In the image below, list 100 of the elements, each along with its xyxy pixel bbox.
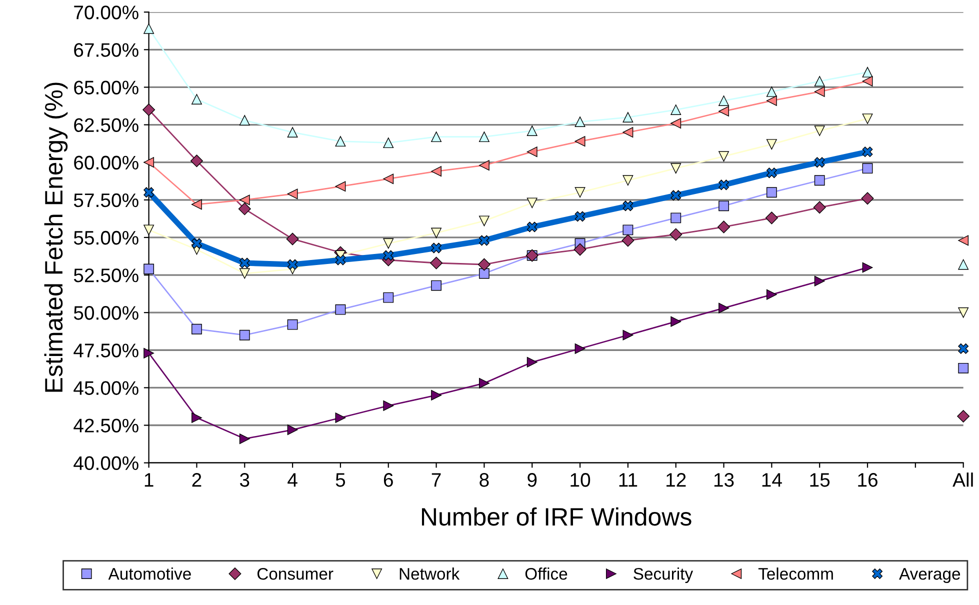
point bbox=[958, 259, 969, 270]
point bbox=[670, 118, 682, 128]
point bbox=[478, 216, 490, 226]
point bbox=[766, 168, 777, 178]
point bbox=[766, 139, 777, 150]
point bbox=[814, 126, 825, 136]
point bbox=[814, 157, 825, 168]
x-tick-label: 2 bbox=[192, 473, 202, 487]
point bbox=[814, 175, 825, 186]
x-tick-label: 15 bbox=[810, 473, 830, 487]
legend-label: Consumer bbox=[257, 568, 334, 580]
point bbox=[622, 234, 634, 247]
point bbox=[478, 132, 490, 142]
y-tick-label: 40.00% bbox=[74, 456, 138, 470]
point bbox=[526, 356, 538, 368]
point bbox=[478, 268, 490, 279]
point bbox=[192, 238, 202, 249]
point bbox=[670, 316, 682, 327]
x-tick-label: All bbox=[952, 472, 973, 487]
x-tick-label: 8 bbox=[480, 473, 489, 487]
point bbox=[766, 96, 777, 106]
x-tick-label: 6 bbox=[384, 473, 393, 487]
x-axis-title: Number of IRF Windows bbox=[422, 507, 692, 526]
point bbox=[574, 187, 586, 198]
point bbox=[526, 198, 538, 208]
point bbox=[862, 146, 873, 158]
legend-label: Security bbox=[634, 568, 694, 584]
point bbox=[478, 160, 490, 171]
point bbox=[239, 330, 250, 340]
point bbox=[814, 276, 825, 286]
point bbox=[958, 343, 969, 354]
point bbox=[431, 242, 442, 254]
y-tick-label: 62.50% bbox=[74, 118, 138, 132]
point bbox=[335, 181, 346, 192]
x-tick-label: 3 bbox=[240, 473, 250, 487]
point bbox=[622, 200, 634, 212]
y-tick-label: 47.50% bbox=[74, 344, 138, 358]
y-tick-label: 50.00% bbox=[74, 306, 138, 320]
point bbox=[430, 256, 443, 270]
point bbox=[335, 412, 346, 423]
point bbox=[383, 400, 394, 411]
y-tick-label: 42.50% bbox=[74, 418, 138, 432]
point bbox=[574, 136, 586, 147]
point bbox=[383, 138, 394, 148]
point bbox=[142, 104, 156, 116]
x-tick-label: 13 bbox=[714, 473, 734, 487]
point bbox=[574, 243, 586, 256]
point bbox=[670, 190, 682, 201]
point bbox=[957, 410, 970, 422]
point bbox=[144, 23, 154, 34]
point bbox=[287, 127, 298, 138]
point bbox=[861, 192, 874, 205]
point bbox=[718, 220, 730, 234]
point bbox=[670, 212, 682, 224]
point bbox=[287, 319, 298, 330]
point bbox=[622, 127, 634, 138]
point bbox=[144, 187, 154, 198]
x-tick-label: 14 bbox=[762, 473, 782, 487]
point bbox=[144, 348, 154, 358]
point bbox=[862, 66, 873, 78]
y-tick-label: 70.00% bbox=[74, 6, 138, 20]
y-axis-title: Estimated Fetch Energy (%) bbox=[44, 82, 68, 392]
point bbox=[574, 343, 586, 354]
point bbox=[192, 412, 202, 423]
x-tick-label: 10 bbox=[570, 473, 590, 487]
point bbox=[670, 104, 682, 115]
point bbox=[622, 175, 634, 186]
x-tick-label: 1 bbox=[144, 473, 154, 487]
point bbox=[813, 201, 826, 214]
point bbox=[814, 76, 825, 86]
x-tick-label: 5 bbox=[336, 473, 346, 487]
point bbox=[431, 228, 442, 238]
point bbox=[431, 132, 442, 142]
point bbox=[383, 238, 394, 249]
point bbox=[478, 235, 490, 246]
point bbox=[670, 228, 682, 241]
point bbox=[431, 166, 442, 177]
point bbox=[239, 258, 250, 268]
point bbox=[190, 154, 203, 168]
point bbox=[766, 86, 777, 97]
x-tick-label: 4 bbox=[288, 473, 298, 487]
point bbox=[862, 76, 873, 86]
point bbox=[718, 200, 729, 212]
point bbox=[144, 264, 154, 274]
point bbox=[287, 424, 298, 435]
y-tick-label: 65.00% bbox=[74, 80, 138, 94]
point bbox=[814, 86, 825, 97]
point bbox=[335, 304, 346, 315]
point bbox=[958, 362, 969, 374]
point bbox=[670, 163, 682, 174]
point bbox=[383, 174, 394, 184]
x-tick-label: 12 bbox=[666, 473, 686, 487]
y-tick-label: 55.00% bbox=[74, 230, 138, 245]
point bbox=[335, 136, 346, 147]
point bbox=[718, 302, 729, 314]
point bbox=[286, 232, 299, 246]
point bbox=[622, 112, 634, 122]
point bbox=[192, 94, 202, 104]
legend-label: Average bbox=[899, 568, 960, 584]
point bbox=[622, 330, 634, 340]
